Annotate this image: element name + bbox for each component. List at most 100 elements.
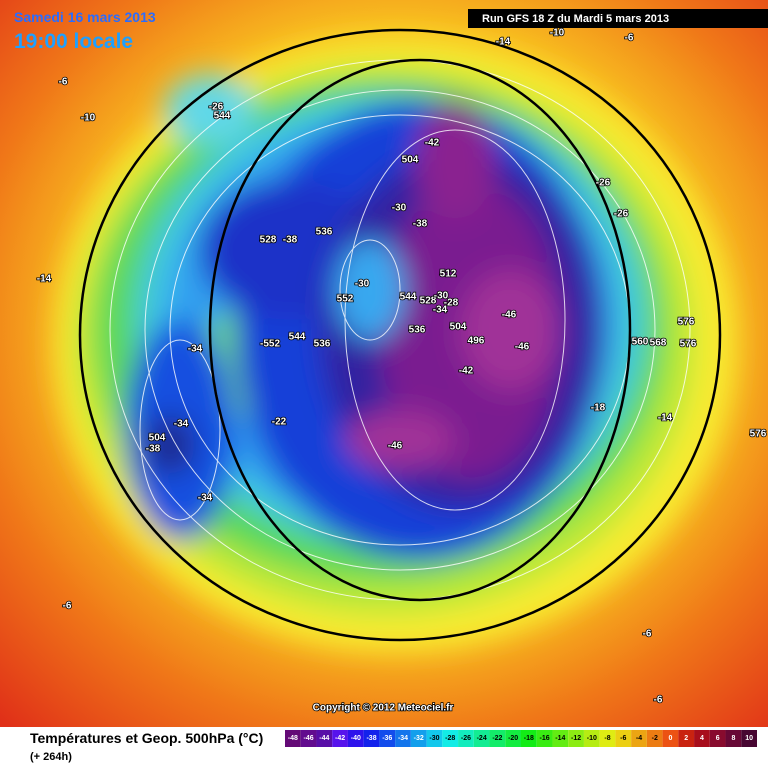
scale-label: -6 <box>620 735 626 742</box>
map-label: -42 <box>459 366 474 377</box>
map-label: -26 <box>596 178 611 189</box>
scale-cell <box>725 730 742 747</box>
scale-cell <box>285 730 301 747</box>
scale-cell <box>410 730 427 747</box>
map-label: -22 <box>272 417 287 428</box>
map-label: -38 <box>146 444 161 455</box>
scale-cell <box>521 730 537 747</box>
scale-cell <box>646 730 663 747</box>
scale-label: -16 <box>540 735 550 742</box>
map-label: -18 <box>591 403 606 414</box>
scale-cell <box>473 730 490 747</box>
footer-title: Températures et Geop. 500hPa (°C) <box>30 730 263 746</box>
map-label: 536 <box>409 325 426 336</box>
scale-cell <box>741 730 757 747</box>
scale-label: 8 <box>731 735 735 742</box>
map-label: -30 <box>434 291 449 302</box>
map-label: 544 <box>400 292 417 303</box>
map-label: -46 <box>502 310 517 321</box>
map-label: 568 <box>650 338 667 349</box>
map-label: -46 <box>515 342 530 353</box>
map-label: -10 <box>81 113 96 124</box>
map-label: 576 <box>750 429 767 440</box>
scale-label: -36 <box>382 735 392 742</box>
temperature-field <box>55 40 735 650</box>
scale-label: -32 <box>414 735 424 742</box>
map-label: -10 <box>550 28 565 39</box>
color-scale: -48 -46 -44 -42 -40 -38 -36 -34 -32 -30 -28 -26 -24-… <box>285 730 757 747</box>
scale-label: -2 <box>652 735 658 742</box>
map-label: -34 <box>174 419 189 430</box>
map-label: -6 <box>654 695 663 706</box>
scale-label: -4 <box>636 735 642 742</box>
scale-cell <box>395 730 411 747</box>
scale-cell <box>583 730 600 747</box>
scale-cell <box>316 730 333 747</box>
run-text: Run GFS 18 Z du Mardi 5 mars 2013 <box>482 13 669 25</box>
scale-cell <box>489 730 506 747</box>
map-label: 544 <box>289 332 306 343</box>
map-label: 536 <box>316 227 333 238</box>
scale-label: -34 <box>398 735 408 742</box>
map-label: 560 <box>632 337 649 348</box>
scale-label: -40 <box>351 735 361 742</box>
map-label: -14 <box>658 413 673 424</box>
map-label: -6 <box>643 629 652 640</box>
map-label: 536 <box>314 339 331 350</box>
map-label: -26 <box>209 102 224 113</box>
map-label: -34 <box>188 344 203 355</box>
map-label: -14 <box>37 274 52 285</box>
map-label: 496 <box>468 336 485 347</box>
run-box <box>468 9 768 28</box>
scale-label: -48 <box>288 735 298 742</box>
map-label: 528 <box>260 235 277 246</box>
scale-cell <box>426 730 443 747</box>
scale-label: -24 <box>477 735 487 742</box>
scale-label: 6 <box>716 735 720 742</box>
scale-cell <box>363 730 380 747</box>
scale-label: 10 <box>745 735 753 742</box>
scale-cell <box>379 730 396 747</box>
map-label: -46 <box>388 441 403 452</box>
scale-label: 0 <box>669 735 673 742</box>
scale-label: -28 <box>445 735 455 742</box>
scale-cell <box>694 730 710 747</box>
scale-cell <box>631 730 647 747</box>
map-label: -38 <box>283 235 298 246</box>
scale-label: -46 <box>304 735 314 742</box>
thick-contours <box>78 28 722 642</box>
map-label: 576 <box>678 317 695 328</box>
map-label: -26 <box>614 209 629 220</box>
scale-cell <box>332 730 348 747</box>
scale-cell <box>662 730 679 747</box>
map-label: -34 <box>433 305 448 316</box>
scale-label: 2 <box>684 735 688 742</box>
map-label: -30 <box>355 279 370 290</box>
scale-cell <box>709 730 726 747</box>
map-label: -14 <box>496 37 511 48</box>
scale-label: 4 <box>700 735 704 742</box>
scale-label: -22 <box>492 735 502 742</box>
map-label: 504 <box>450 322 467 333</box>
map-label: -6 <box>59 77 68 88</box>
map-label: -30 <box>392 203 407 214</box>
map-label: 512 <box>440 269 457 280</box>
scale-cell <box>505 730 521 747</box>
date-text: Samedi 16 mars 2013 <box>14 9 156 25</box>
map-label: -38 <box>413 219 428 230</box>
time-text: 19:00 locale <box>14 30 133 53</box>
scale-label: -30 <box>429 735 439 742</box>
map-label: -552 <box>260 339 280 350</box>
scale-cell <box>568 730 584 747</box>
map-label: -6 <box>625 33 634 44</box>
scale-cell <box>458 730 474 747</box>
scale-label: -42 <box>335 735 345 742</box>
scale-label: -8 <box>604 735 610 742</box>
map-label: -42 <box>425 138 440 149</box>
map-label: 576 <box>680 339 697 350</box>
scale-label: -20 <box>508 735 518 742</box>
scale-cell <box>615 730 632 747</box>
map-label: 504 <box>402 155 419 166</box>
